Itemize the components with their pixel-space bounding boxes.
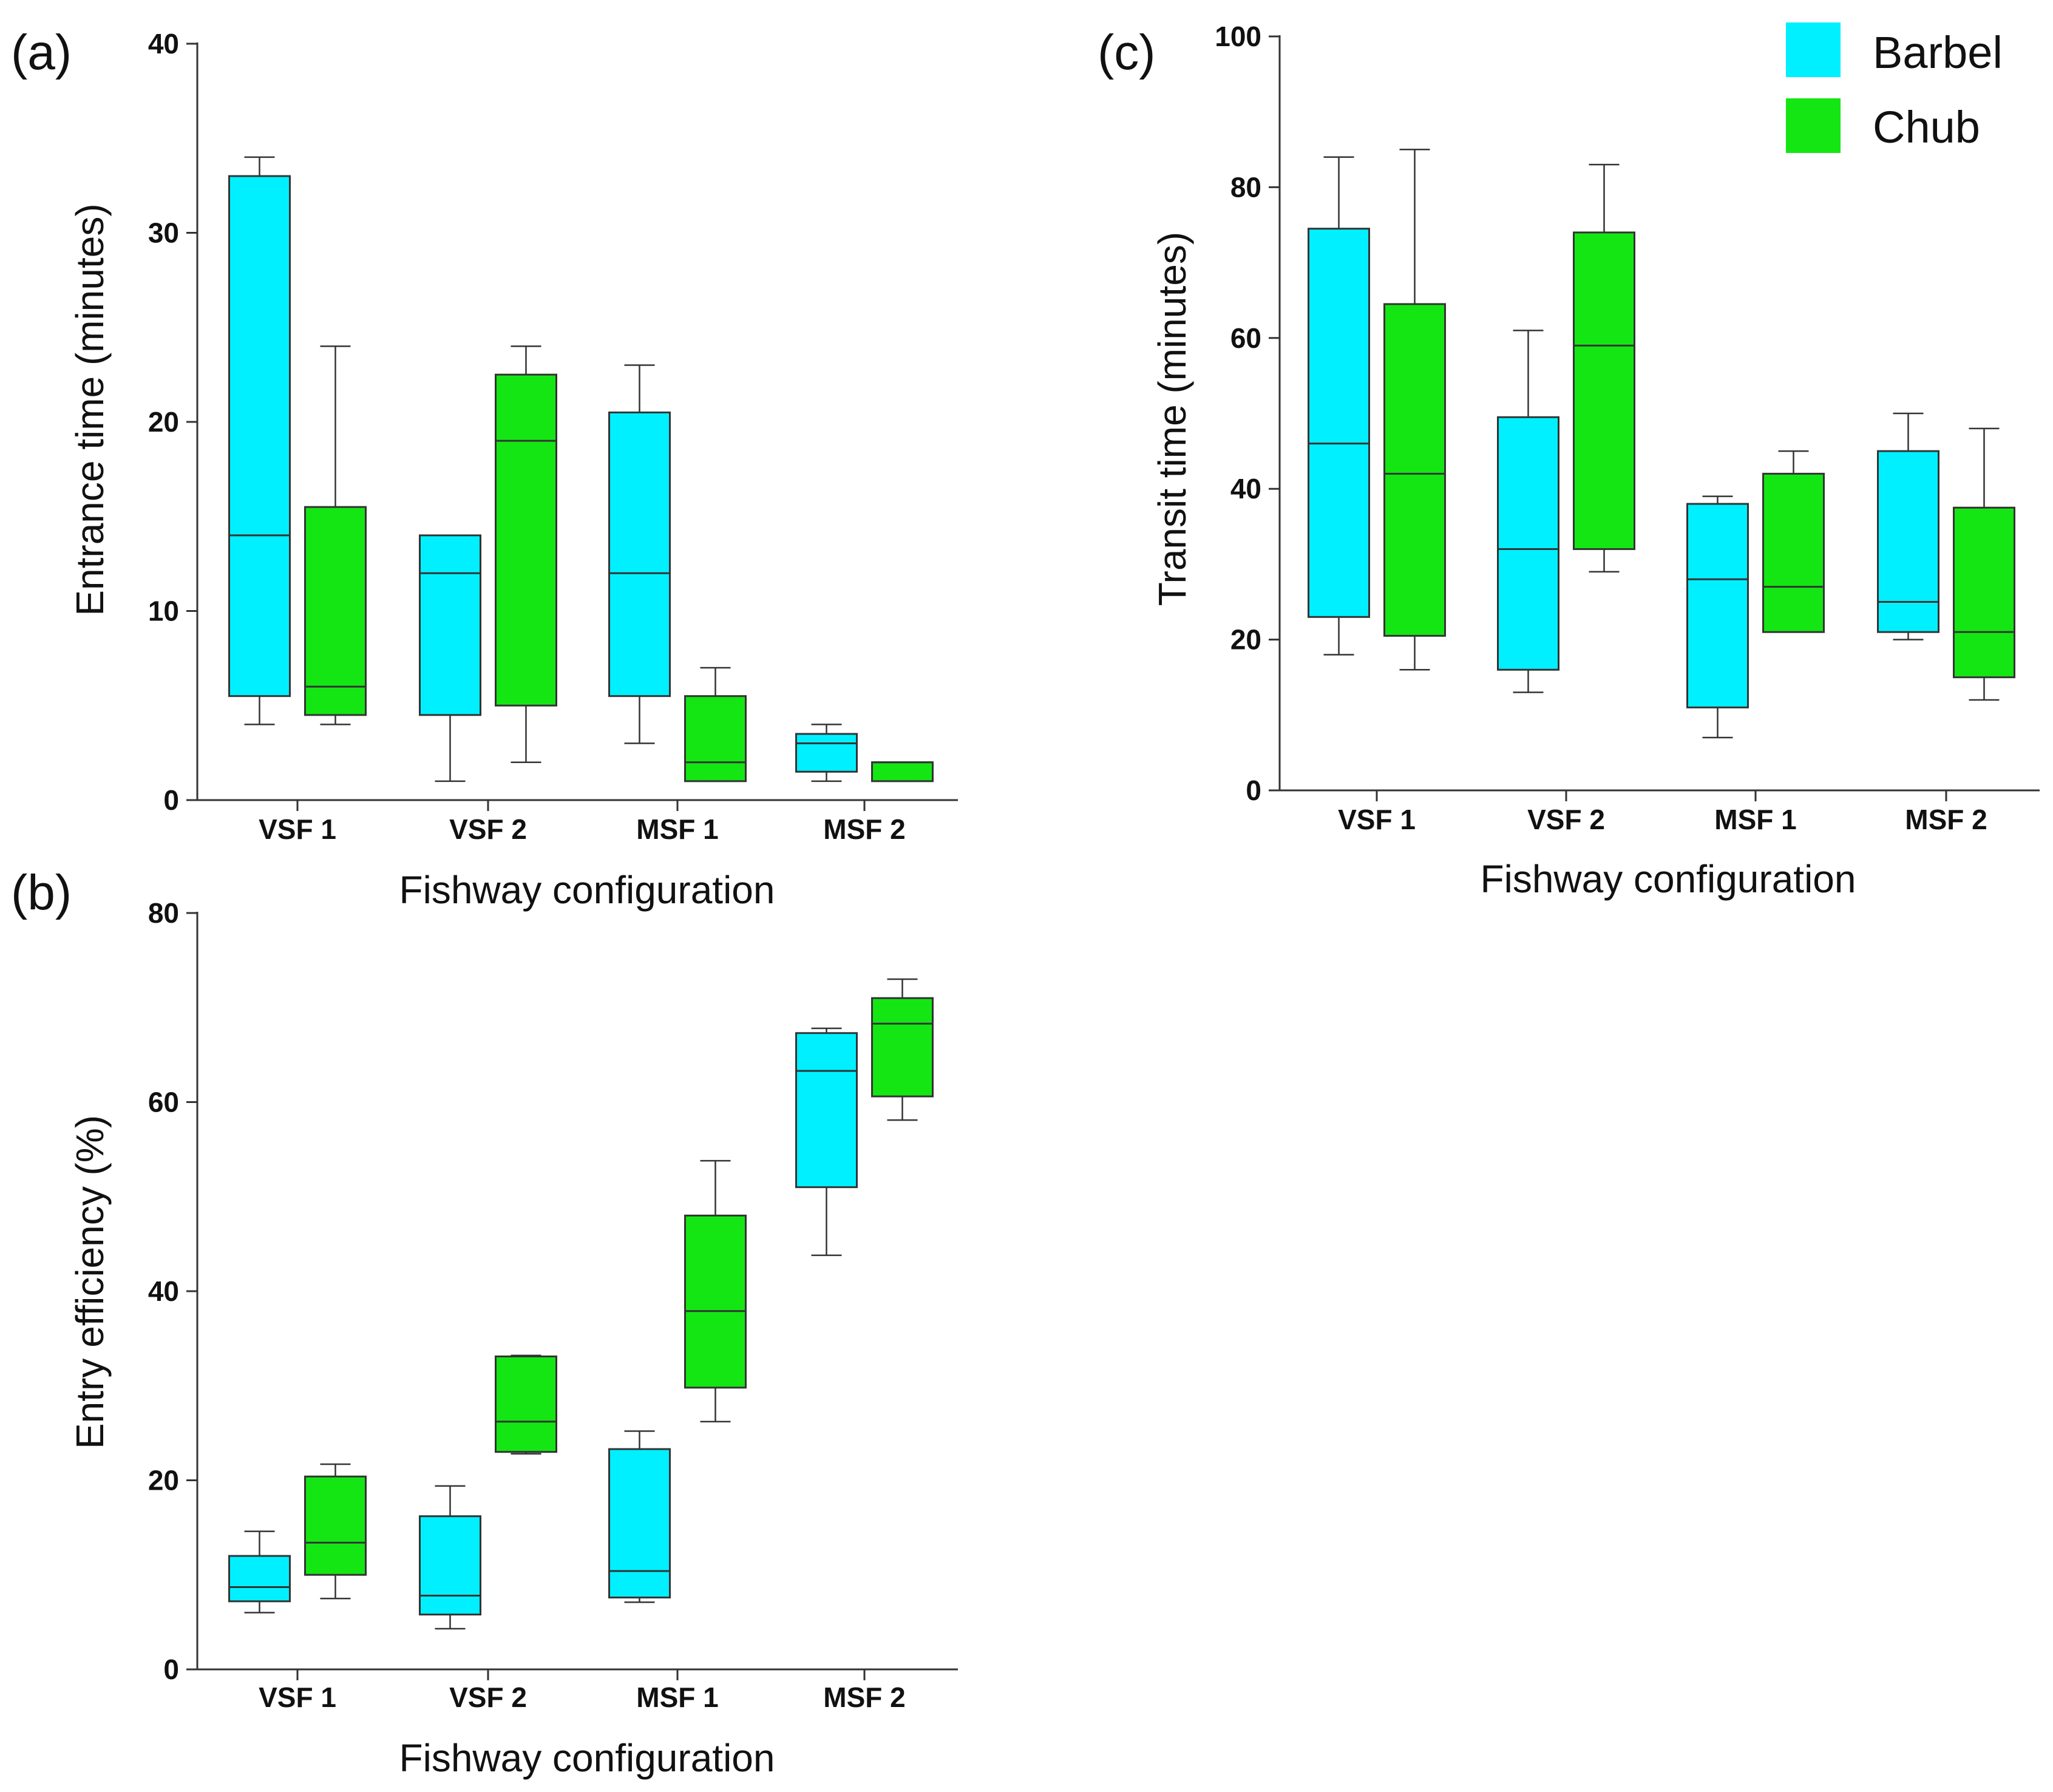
box-barbel-vsf-1 bbox=[228, 156, 291, 725]
box-body bbox=[1573, 231, 1635, 551]
box-chub-msf-1 bbox=[1762, 450, 1825, 633]
x-tick-label: MSF 2 bbox=[823, 813, 905, 845]
box-body bbox=[419, 1515, 481, 1616]
box-body bbox=[684, 695, 747, 782]
box-chub-vsf-2 bbox=[495, 345, 557, 763]
y-tick-label: 30 bbox=[148, 217, 179, 249]
box-body bbox=[1497, 416, 1559, 671]
x-tick-label: VSF 2 bbox=[449, 1682, 527, 1713]
legend-swatch-chub bbox=[1786, 98, 1841, 153]
x-tick-label: VSF 1 bbox=[259, 813, 336, 845]
x-tick-label: MSF 2 bbox=[823, 1682, 905, 1713]
box-body bbox=[684, 1214, 747, 1389]
box-body bbox=[1762, 472, 1825, 633]
panel-c-x-axis-title: Fishway configuration bbox=[1481, 857, 1856, 901]
panel-b-x-axis-title: Fishway configuration bbox=[399, 1736, 775, 1780]
box-body bbox=[1308, 228, 1370, 618]
y-tick-label: 100 bbox=[1215, 21, 1261, 52]
box-body bbox=[871, 761, 934, 782]
x-tick-label: MSF 1 bbox=[1714, 804, 1796, 835]
box-chub-msf-2 bbox=[1953, 427, 2015, 701]
box-chub-vsf-1 bbox=[304, 345, 367, 725]
x-tick-label: MSF 1 bbox=[636, 813, 718, 845]
x-tick-label: MSF 2 bbox=[1905, 804, 1987, 835]
panel-label-a: (a) bbox=[11, 25, 72, 80]
y-tick-label: 40 bbox=[1230, 473, 1261, 504]
y-tick-label: 80 bbox=[148, 897, 179, 929]
y-tick-label: 60 bbox=[1230, 322, 1261, 354]
y-tick-label: 20 bbox=[1230, 624, 1261, 656]
box-barbel-vsf-2 bbox=[1497, 330, 1559, 693]
panel-c-y-axis-title: Transit time (minutes) bbox=[1150, 232, 1194, 606]
box-chub-msf-2 bbox=[871, 761, 934, 782]
box-barbel-msf-1 bbox=[608, 1430, 671, 1603]
panel-a-plot: 0 10 20 30 40 VSF 1 VSF 2 MSF 1 MSF 2 bbox=[148, 28, 958, 845]
legend: Barbel Chub bbox=[1786, 22, 2003, 153]
box-chub-msf-2 bbox=[871, 978, 934, 1121]
box-body bbox=[228, 175, 291, 697]
y-tick-label: 20 bbox=[148, 406, 179, 438]
panel-b-y-axis-title: Entry efficiency (%) bbox=[68, 1115, 112, 1449]
box-body bbox=[304, 1475, 367, 1576]
box-body bbox=[419, 534, 481, 716]
box-body bbox=[228, 1555, 291, 1603]
box-body bbox=[1383, 303, 1446, 637]
x-tick-label: VSF 2 bbox=[449, 813, 527, 845]
box-chub-vsf-2 bbox=[1573, 163, 1635, 573]
x-tick-label: VSF 2 bbox=[1527, 804, 1605, 835]
panel-a-y-axis-title: Entrance time (minutes) bbox=[68, 203, 112, 616]
y-tick-label: 40 bbox=[148, 1275, 179, 1307]
box-body bbox=[795, 1032, 858, 1189]
box-body bbox=[608, 411, 671, 697]
y-tick-label: 0 bbox=[1246, 775, 1261, 806]
box-chub-vsf-1 bbox=[1383, 149, 1446, 671]
panel-label-c: (c) bbox=[1098, 25, 1156, 80]
box-chub-vsf-2 bbox=[495, 1354, 557, 1455]
y-tick-label: 20 bbox=[148, 1465, 179, 1496]
box-body bbox=[608, 1448, 671, 1599]
box-barbel-msf-2 bbox=[795, 724, 858, 782]
box-barbel-vsf-1 bbox=[1308, 156, 1370, 656]
box-body bbox=[495, 373, 557, 707]
box-body bbox=[1953, 506, 2015, 679]
box-body bbox=[304, 506, 367, 716]
y-tick-label: 0 bbox=[163, 1654, 179, 1685]
box-barbel-msf-2 bbox=[795, 1027, 858, 1257]
y-tick-label: 80 bbox=[1230, 171, 1261, 203]
box-body bbox=[795, 733, 858, 773]
box-body bbox=[1686, 503, 1749, 708]
y-tick-label: 60 bbox=[148, 1087, 179, 1118]
legend-swatch-barbel bbox=[1786, 22, 1841, 77]
panel-a: (a) Entrance time (minutes) Fishway conf… bbox=[11, 25, 958, 912]
panel-label-b: (b) bbox=[11, 865, 72, 920]
legend-label-barbel: Barbel bbox=[1873, 27, 2003, 78]
panel-b-plot: 0 20 40 60 80 VSF 1 VSF 2 MSF 1 MSF 2 bbox=[148, 897, 958, 1713]
box-body bbox=[871, 997, 934, 1098]
y-tick-label: 0 bbox=[163, 784, 179, 816]
x-tick-label: VSF 1 bbox=[1338, 804, 1416, 835]
panel-c-plot: 0 20 40 60 80 100 VSF 1 VSF 2 MSF 1 MSF 2 bbox=[1215, 21, 2040, 835]
x-tick-label: VSF 1 bbox=[259, 1682, 336, 1713]
box-chub-msf-1 bbox=[684, 1159, 747, 1423]
box-barbel-msf-2 bbox=[1877, 412, 1939, 640]
y-tick-label: 40 bbox=[148, 28, 179, 59]
box-barbel-vsf-1 bbox=[228, 1530, 291, 1614]
box-barbel-vsf-2 bbox=[419, 1485, 481, 1630]
box-body bbox=[1877, 450, 1939, 633]
box-barbel-vsf-2 bbox=[419, 534, 481, 782]
box-chub-vsf-1 bbox=[304, 1463, 367, 1600]
panel-a-x-axis-title: Fishway configuration bbox=[399, 868, 775, 912]
panel-c: (c) Transit time (minutes) Fishway confi… bbox=[1098, 21, 2040, 901]
x-tick-label: MSF 1 bbox=[636, 1682, 718, 1713]
legend-label-chub: Chub bbox=[1873, 102, 1980, 152]
panel-b: (b) Entry efficiency (%) Fishway configu… bbox=[11, 865, 958, 1780]
y-tick-label: 10 bbox=[148, 596, 179, 627]
box-chub-msf-1 bbox=[684, 667, 747, 782]
box-body bbox=[495, 1355, 557, 1453]
box-barbel-msf-1 bbox=[608, 364, 671, 744]
box-barbel-msf-1 bbox=[1686, 495, 1749, 739]
